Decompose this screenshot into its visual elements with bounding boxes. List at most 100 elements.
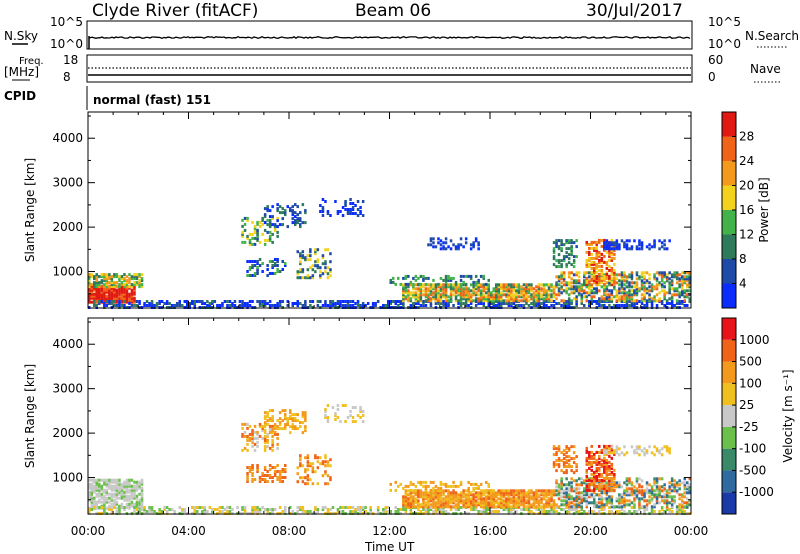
echo-cell	[344, 304, 347, 307]
echo-cell	[384, 304, 387, 307]
echo-cell	[505, 501, 508, 505]
echo-cell	[241, 304, 244, 307]
echo-cell	[570, 457, 573, 461]
echo-cell	[454, 289, 458, 293]
echo-cell	[437, 295, 440, 299]
echo-cell	[208, 506, 212, 509]
echo-cell	[668, 277, 671, 281]
echo-cell	[304, 482, 307, 486]
echo-cell	[263, 508, 267, 511]
echo-cell	[336, 300, 340, 303]
echo-cell	[90, 494, 93, 498]
echo-cell	[105, 294, 109, 298]
colorbar-tick-label: 20	[739, 179, 754, 193]
echo-cell	[241, 506, 244, 509]
echo-cell	[429, 291, 433, 295]
echo-cell	[118, 510, 121, 513]
echo-cell	[447, 497, 450, 501]
echo-cell	[266, 432, 269, 436]
echo-cell	[193, 304, 196, 307]
echo-cell	[248, 274, 252, 277]
echo-cell	[608, 281, 611, 285]
echo-cell	[439, 293, 443, 297]
echo-cell	[432, 287, 435, 291]
echo-cell	[452, 499, 455, 503]
echo-cell	[268, 446, 272, 450]
echo-cell	[625, 300, 629, 303]
echo-cell	[251, 436, 254, 440]
echo-cell	[273, 426, 277, 430]
echo-cell	[326, 420, 330, 423]
echo-cell	[472, 501, 475, 505]
echo-cell	[567, 275, 571, 279]
echo-cell	[583, 271, 586, 275]
echo-cell	[447, 276, 450, 280]
echo-cell	[625, 491, 629, 495]
echo-cell	[324, 304, 327, 307]
echo-cell	[201, 302, 204, 305]
echo-cell	[193, 508, 196, 511]
echo-cell	[653, 239, 656, 243]
echo-cell	[540, 297, 543, 301]
echo-cell	[276, 436, 279, 440]
echo-cell	[515, 491, 518, 495]
echo-cell	[603, 245, 606, 249]
echo-cell	[572, 508, 576, 511]
echo-cell	[429, 497, 433, 501]
echo-cell	[485, 287, 488, 291]
echo-cell	[334, 412, 337, 415]
echo-cell	[497, 503, 500, 507]
echo-cell	[467, 499, 470, 503]
echo-cell	[572, 279, 576, 283]
echo-cell	[588, 484, 591, 488]
echo-cell	[467, 486, 470, 490]
echo-cell	[487, 501, 490, 505]
echo-cell	[412, 503, 415, 507]
echo-cell	[552, 453, 556, 457]
echo-cell	[638, 275, 641, 279]
echo-cell	[113, 498, 116, 502]
echo-cell	[585, 497, 588, 501]
echo-cell	[319, 210, 322, 213]
echo-cell	[206, 300, 209, 303]
echo-cell	[643, 287, 646, 291]
echo-cell	[211, 300, 214, 303]
echo-cell	[663, 493, 666, 497]
echo-cell	[434, 484, 438, 488]
echo-cell	[266, 422, 269, 426]
echo-cell	[517, 489, 521, 493]
echo-cell	[547, 287, 551, 291]
echo-cell	[593, 240, 596, 244]
echo-cell	[557, 493, 561, 497]
echo-cell	[314, 264, 317, 268]
echo-cell	[615, 281, 619, 285]
echo-cell	[148, 302, 151, 305]
echo-cell	[140, 277, 144, 281]
echo-cell	[482, 297, 485, 301]
echo-cell	[487, 304, 490, 307]
echo-cell	[93, 490, 96, 494]
echo-cell	[93, 500, 96, 504]
echo-cell	[118, 296, 121, 300]
echo-cell	[520, 285, 523, 289]
echo-cell	[474, 499, 478, 503]
echo-cell	[243, 422, 247, 426]
echo-cell	[517, 497, 521, 501]
echo-cell	[432, 293, 435, 297]
echo-cell	[575, 279, 578, 283]
echo-cell	[608, 268, 611, 272]
echo-cell	[650, 499, 654, 503]
echo-cell	[130, 494, 134, 498]
echo-cell	[575, 463, 578, 467]
echo-cell	[479, 285, 483, 289]
echo-cell	[608, 293, 611, 297]
echo-cell	[653, 273, 656, 277]
echo-cell	[595, 468, 598, 472]
echo-cell	[449, 495, 453, 499]
echo-cell	[314, 470, 317, 474]
echo-cell	[567, 503, 571, 507]
echo-cell	[316, 260, 320, 264]
echo-cell	[555, 447, 558, 451]
echo-cell	[655, 283, 659, 287]
echo-cell	[653, 287, 656, 291]
